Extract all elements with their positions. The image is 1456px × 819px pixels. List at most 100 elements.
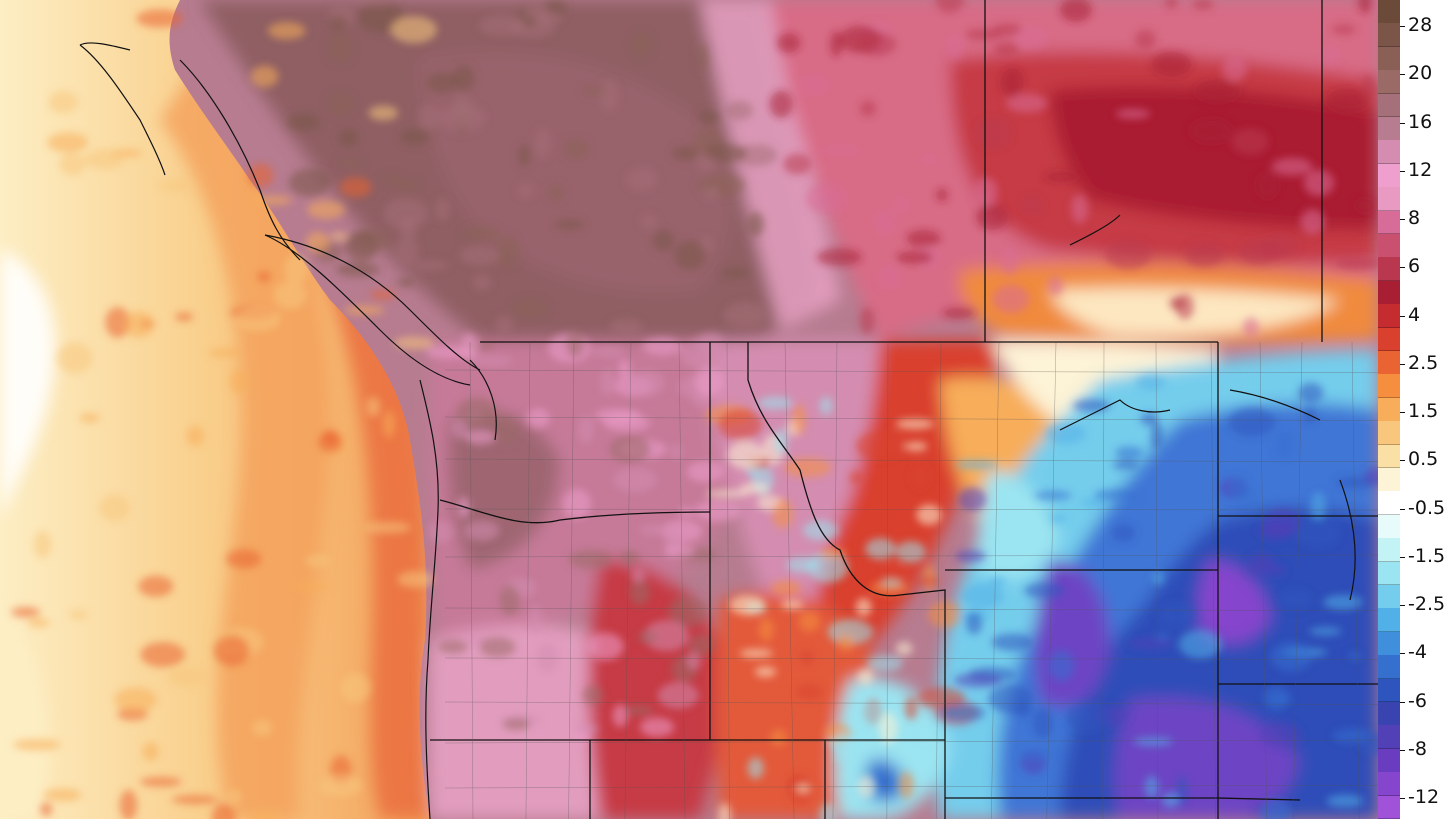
temperature-speckle [366, 396, 381, 417]
temperature-speckle [336, 158, 364, 167]
legend-swatch [1378, 608, 1400, 633]
temperature-speckle [1361, 73, 1376, 101]
temperature-speckle [305, 555, 331, 567]
temperature-speckle [1357, 0, 1374, 14]
legend-tick [1400, 798, 1405, 799]
legend-swatch [1378, 234, 1400, 258]
legend-label: 4 [1408, 303, 1421, 326]
temperature-speckle [694, 499, 741, 522]
legend-swatch [1378, 257, 1400, 282]
temperature-speckle [124, 311, 154, 338]
temperature-speckle [1161, 792, 1180, 808]
temperature-speckle [992, 284, 1030, 314]
temperature-speckle [591, 345, 626, 357]
temperature-speckle [973, 177, 998, 206]
temperature-speckle [895, 418, 934, 430]
temperature-speckle [819, 802, 837, 819]
county-line [726, 341, 730, 819]
temperature-speckle [1151, 571, 1165, 585]
temperature-speckle [158, 180, 193, 192]
temperature-speckle [859, 307, 875, 335]
temperature-speckle [962, 582, 1004, 609]
temperature-speckle [643, 620, 690, 652]
temperature-speckle [257, 271, 271, 283]
county-line [568, 341, 575, 819]
legend-swatch [1378, 187, 1400, 212]
county-line [832, 341, 838, 819]
temperature-speckle [390, 16, 438, 44]
temperature-speckle [459, 245, 501, 266]
temperature-speckle [916, 504, 942, 526]
temperature-speckle [776, 32, 801, 53]
county-line [444, 657, 1378, 660]
temperature-speckle [642, 337, 683, 356]
temperature-speckle [1135, 374, 1166, 390]
temperature-speckle [140, 641, 186, 668]
temperature-speckle [582, 685, 604, 705]
temperature-speckle [227, 789, 242, 805]
temperature-speckle [472, 274, 492, 291]
temperature-speckle [1080, 498, 1108, 507]
temperature-speckle [338, 128, 359, 147]
legend-tick [1400, 363, 1405, 365]
legend-swatch [1378, 748, 1400, 773]
temperature-speckle [174, 312, 194, 322]
temperature-speckle [1134, 29, 1156, 50]
county-line [444, 508, 1378, 511]
temperature-speckle [1222, 56, 1247, 82]
temperature-speckle [807, 551, 849, 583]
temperature-speckle [1300, 208, 1326, 235]
temperature-speckle [880, 578, 902, 588]
temperature-speckle [186, 425, 205, 447]
temperature-speckle [771, 580, 802, 596]
temperature-speckle [783, 457, 832, 478]
temperature-speckle [799, 649, 815, 666]
temperature-speckle [1065, 702, 1110, 732]
temperature-speckle [688, 634, 715, 656]
temperature-speckle [43, 788, 82, 802]
temperature-speckle [490, 415, 519, 445]
temperature-speckle [114, 687, 157, 713]
temperature-speckle [638, 631, 658, 643]
temperature-speckle [526, 408, 551, 429]
temperature-speckle [1024, 582, 1065, 599]
temperature-speckle [518, 144, 531, 168]
temperature-speckle [906, 229, 941, 248]
temperature-speckle [964, 28, 1002, 41]
temperature-speckle [935, 0, 964, 13]
temperature-speckle [896, 251, 933, 264]
temperature-speckle [358, 0, 393, 6]
legend-swatch [1378, 702, 1400, 726]
temperature-speckle [618, 358, 631, 381]
temperature-speckle [249, 195, 293, 206]
temperature-speckle [554, 219, 585, 230]
temperature-speckle [1005, 93, 1048, 113]
temperature-speckle [1115, 108, 1151, 119]
temperature-speckle [396, 277, 415, 287]
temperature-speckle [318, 432, 343, 453]
temperature-speckle [47, 132, 89, 153]
temperature-speckle [946, 43, 964, 60]
temperature-speckle [599, 79, 619, 112]
county-line [1259, 341, 1267, 819]
temperature-speckle [1294, 517, 1341, 548]
temperature-speckle [1045, 422, 1086, 445]
temperature-speckle [1127, 637, 1174, 649]
temperature-speckle [795, 683, 824, 700]
temperature-speckle [975, 204, 1009, 231]
temperature-speckle [878, 712, 899, 744]
temperature-speckle [837, 634, 854, 652]
temperature-speckle [286, 113, 320, 132]
temperature-speckle [1014, 26, 1048, 50]
legend-swatch [1378, 655, 1400, 680]
legend-swatch [1378, 210, 1400, 235]
temperature-speckle [624, 370, 665, 397]
legend-swatch [1378, 140, 1400, 165]
county-line [444, 416, 1378, 421]
temperature-speckle [1263, 685, 1290, 711]
temperature-speckle [247, 163, 274, 188]
temperature-speckle [393, 336, 435, 350]
temperature-speckle [370, 290, 396, 300]
temperature-speckle [859, 100, 876, 117]
county-line [444, 607, 1378, 611]
